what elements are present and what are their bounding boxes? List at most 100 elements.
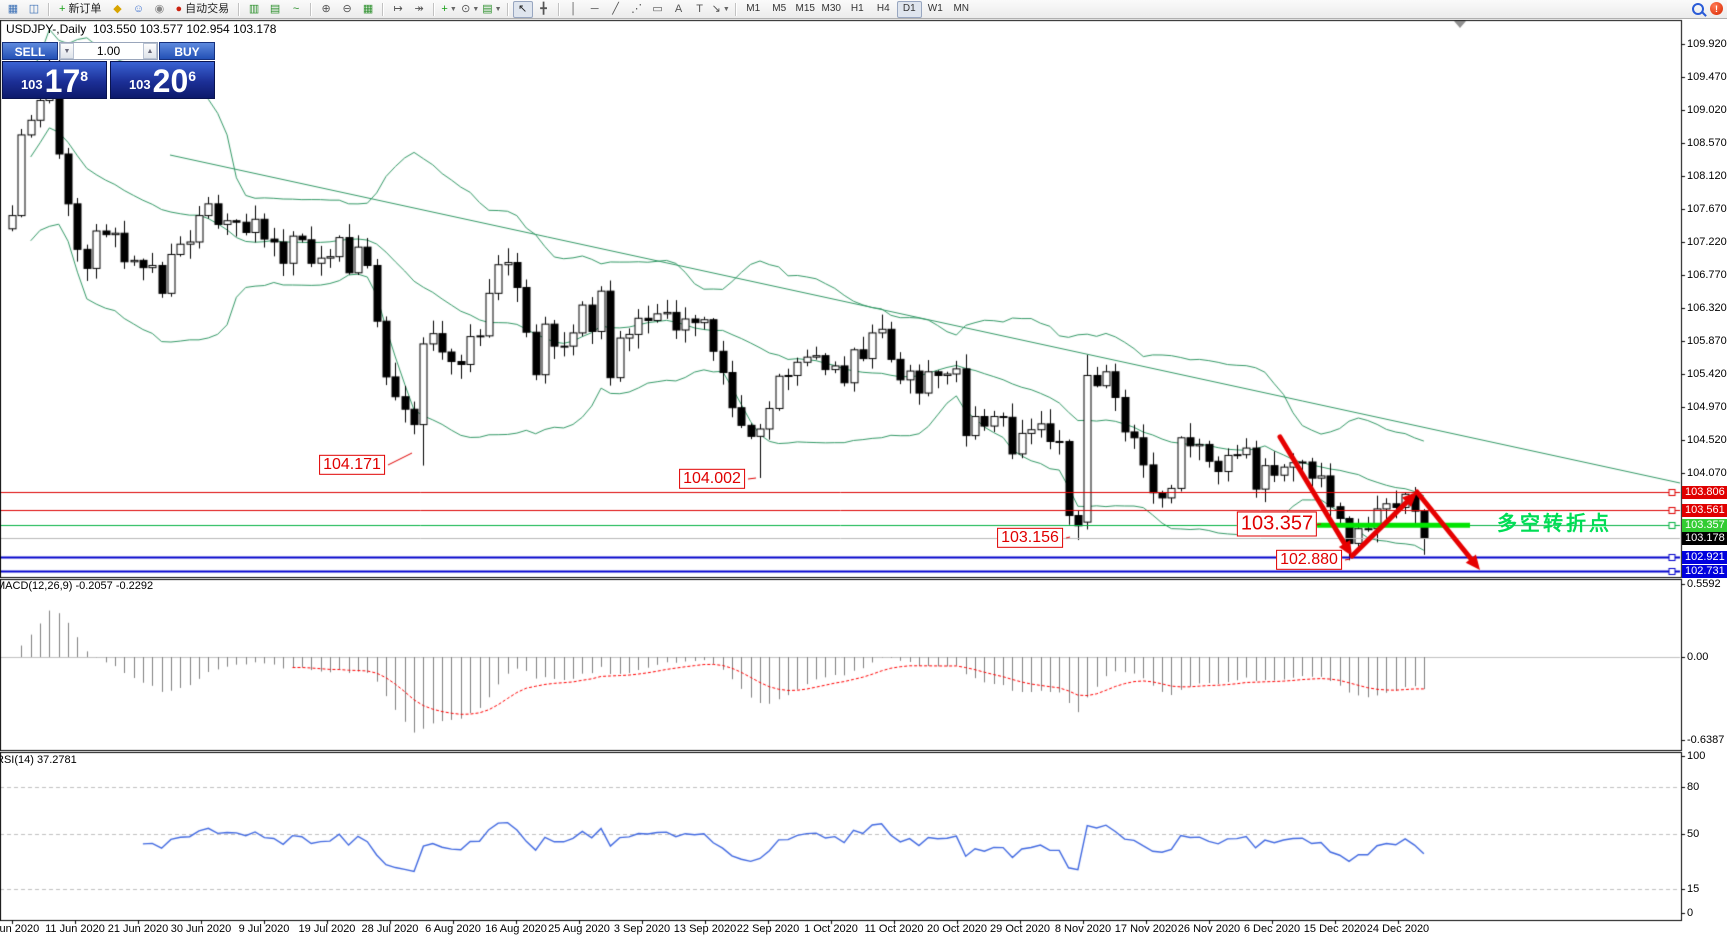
channels-icon[interactable]: ▭ [648,1,668,18]
macd-axis-label: 0.00 [1687,651,1709,663]
buy-price-display[interactable]: 103 20 6 [110,61,215,99]
price-axis-label: 107.220 [1687,235,1727,248]
tile-windows-icon[interactable]: ▦ [358,1,378,18]
date-axis-label: 28 Jul 2020 [361,923,419,935]
price-callout-label[interactable]: 103.357 [1236,511,1318,537]
text-icon: A [674,2,683,15]
fibonacci-icon[interactable]: ⋰ [627,1,647,18]
volume-input[interactable]: 1.00 [96,44,121,58]
price-axis-label: 106.770 [1687,268,1727,281]
rsi-axis-label: 15 [1687,883,1700,896]
date-axis-label: 6 Aug 2020 [425,923,481,935]
chevron-down-icon: ▼ [472,5,480,13]
price-axis-label: 105.420 [1687,367,1727,380]
date-axis-label: 16 Aug 2020 [485,923,547,935]
cursor-icon: ↖ [517,2,528,15]
search-icon[interactable] [1692,2,1704,15]
label-icon[interactable]: T [690,1,710,18]
price-level-box: 103.806 [1682,485,1727,499]
price-axis-label: 108.120 [1687,169,1727,182]
chart-preview-icon: ◫ [28,2,40,15]
cursor-icon[interactable]: ↖ [512,0,533,18]
templates-icon: ▤ [482,2,493,15]
auto-trading-button-label: 自动交易 [185,2,230,15]
timeframe-mn[interactable]: MN [953,3,970,14]
arrows-tool-icon: ↘ [711,2,721,15]
date-axis-label: 29 Oct 2020 [990,923,1050,935]
cn-annotation[interactable]: 多空转折点 [1497,513,1612,535]
new-order-button: + [59,2,66,15]
buy-price-base: 103 [128,77,151,92]
volume-down-button[interactable]: ▼ [60,43,74,59]
indicators-icon[interactable]: + ▼ [439,1,459,18]
horizontal-line-icon[interactable]: ─ [585,1,605,18]
date-axis-label: 20 Oct 2020 [927,923,987,935]
date-axis-label: 24 Dec 2020 [1366,923,1430,935]
vertical-line-icon: │ [570,2,578,15]
horizontal-line-icon: ─ [590,2,599,15]
zoom-in-icon: ⊕ [321,2,331,15]
styler-icon[interactable]: ◆ [107,1,127,18]
price-axis-label: 104.520 [1687,433,1727,446]
zoom-out-icon[interactable]: ⊖ [337,1,357,18]
one-click-trading-panel: SELL ▼ 1.00 ▲ BUY 103 17 8 103 20 6 [2,42,215,99]
date-axis-label: 26 Nov 2020 [1177,923,1241,935]
text-icon[interactable]: A [669,1,689,18]
zoom-out-icon: ⊖ [342,2,352,15]
crosshair-icon[interactable]: ╋ [534,1,554,18]
arrows-tool-icon[interactable]: ↘ ▼ [711,1,731,18]
zoom-in-icon[interactable]: ⊕ [316,1,336,18]
timeframe-d1[interactable]: D1 [896,0,922,18]
main-toolbar: ▦ ◫ + 新订单 ◆ ☺ ◉ ● 自动交易 ▥ ▤ ~ ⊕ ⊖ ▦ ↦ ↠ + ▼ ⊙ ▼ ▤ ▼ ↖ ╋ │ ─ ╱ ⋰ ▭ A T ↘ ▼ M… [0,0,1727,19]
toolbar-separator [48,2,50,16]
vertical-line-icon[interactable]: │ [564,1,584,18]
chart-shift-icon[interactable]: ↦ [388,1,408,18]
timeframe-m30[interactable]: M30 [821,3,841,14]
price-callout-label[interactable]: 104.002 [679,468,745,490]
timeframe-w1[interactable]: W1 [927,3,943,14]
volume-stepper: ▼ 1.00 ▲ [59,42,158,60]
date-axis-label: 8 Nov 2020 [1054,923,1112,935]
timeframe-m15[interactable]: M15 [795,3,815,14]
sell-price-display[interactable]: 103 17 8 [2,61,107,99]
community-icon[interactable]: ☺ [128,1,148,18]
date-axis-label: 22 Sep 2020 [736,923,800,935]
trendline-icon[interactable]: ╱ [606,1,626,18]
auto-scroll-icon[interactable]: ↠ [409,1,429,18]
new-chart-icon[interactable]: ▦ [3,1,23,18]
candlestick-chart-icon[interactable]: ▤ [265,1,285,18]
timeframe-h4[interactable]: H4 [876,3,890,14]
timeframe-h1[interactable]: H1 [850,3,864,14]
price-callout-label[interactable]: 102.880 [1276,549,1342,571]
chart-shift-icon: ↦ [393,2,403,15]
templates-icon[interactable]: ▤ ▼ [481,1,502,18]
sell-button[interactable]: SELL [2,42,58,60]
macd-axis-label: 0.5592 [1687,578,1721,591]
line-chart-icon[interactable]: ~ [286,1,306,18]
toolbar-separator [734,2,737,16]
broadcast-icon[interactable]: ◉ [149,1,169,18]
help-icon[interactable]: ! [1710,2,1723,15]
bar-chart-icon[interactable]: ▥ [244,1,264,18]
periods-icon[interactable]: ⊙ ▼ [460,1,480,18]
timeframe-m1[interactable]: M1 [746,3,761,14]
chart-preview-icon[interactable]: ◫ [24,1,44,18]
macd-label: MACD(12,26,9) -0.2057 -0.2292 [0,580,154,592]
chevron-down-icon: ▼ [494,5,502,13]
community-icon: ☺ [132,2,145,15]
date-axis-label: 1 Jun 2020 [0,923,40,935]
auto-trading-button[interactable]: ● 自动交易 [170,1,234,18]
timeframe-m5[interactable]: M5 [772,3,787,14]
price-callout-label[interactable]: 104.171 [319,454,385,476]
sell-price-pip: 8 [80,68,89,84]
volume-up-button[interactable]: ▲ [143,43,157,59]
toolbar-separator [433,2,436,16]
buy-button[interactable]: BUY [159,42,215,60]
date-axis-label: 21 Jun 2020 [107,923,169,935]
price-callout-label[interactable]: 103.156 [997,527,1063,549]
price-axis-label: 109.470 [1687,70,1727,83]
date-axis-label: 11 Jun 2020 [45,923,105,935]
new-order-button[interactable]: + 新订单 [54,1,106,18]
